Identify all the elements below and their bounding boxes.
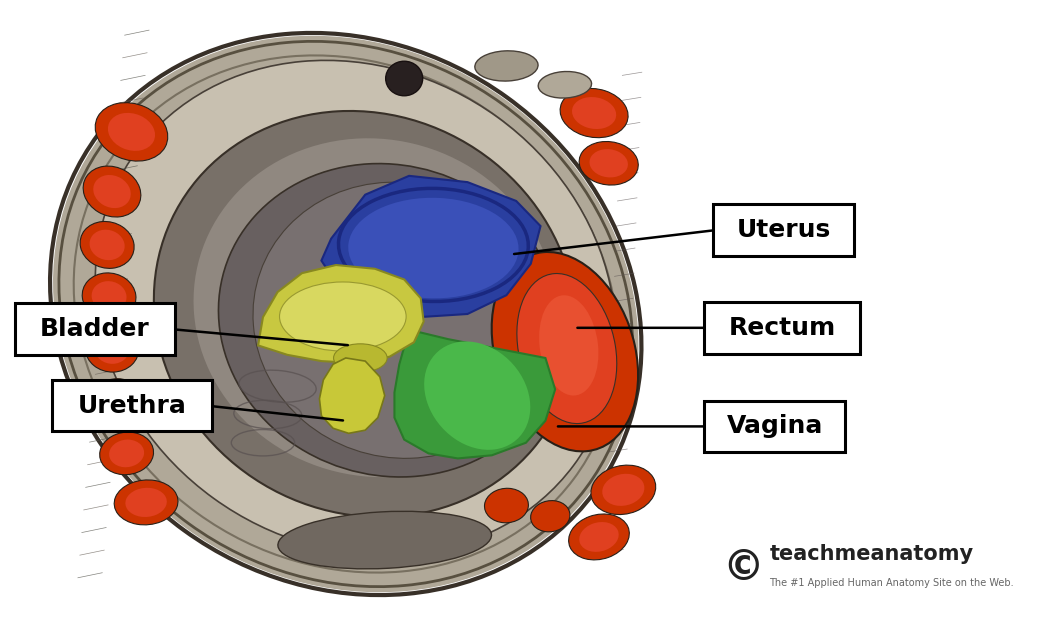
Ellipse shape bbox=[53, 36, 638, 592]
Ellipse shape bbox=[591, 465, 656, 514]
Text: Uterus: Uterus bbox=[737, 218, 831, 242]
Ellipse shape bbox=[95, 60, 616, 555]
Ellipse shape bbox=[386, 62, 422, 95]
Ellipse shape bbox=[218, 163, 561, 477]
Ellipse shape bbox=[348, 198, 519, 298]
Text: Urethra: Urethra bbox=[78, 394, 187, 418]
FancyBboxPatch shape bbox=[51, 380, 213, 431]
Ellipse shape bbox=[95, 102, 168, 161]
Text: teachmeanatomy: teachmeanatomy bbox=[769, 544, 974, 564]
Ellipse shape bbox=[278, 511, 492, 569]
Ellipse shape bbox=[475, 51, 538, 81]
Polygon shape bbox=[258, 265, 423, 363]
Ellipse shape bbox=[572, 97, 616, 129]
Ellipse shape bbox=[108, 113, 155, 151]
Ellipse shape bbox=[484, 489, 528, 522]
Ellipse shape bbox=[589, 149, 628, 178]
Ellipse shape bbox=[82, 273, 136, 320]
Ellipse shape bbox=[83, 166, 140, 217]
Ellipse shape bbox=[539, 72, 591, 98]
Ellipse shape bbox=[89, 230, 125, 260]
Ellipse shape bbox=[539, 295, 598, 396]
Ellipse shape bbox=[530, 501, 570, 532]
Ellipse shape bbox=[154, 111, 576, 517]
Ellipse shape bbox=[569, 514, 629, 560]
Ellipse shape bbox=[91, 281, 127, 311]
Text: ©: © bbox=[722, 548, 764, 589]
Ellipse shape bbox=[580, 522, 618, 552]
FancyBboxPatch shape bbox=[704, 302, 860, 354]
Ellipse shape bbox=[280, 282, 407, 351]
Ellipse shape bbox=[109, 440, 145, 467]
Polygon shape bbox=[322, 176, 541, 317]
Ellipse shape bbox=[100, 432, 153, 475]
Ellipse shape bbox=[333, 344, 387, 372]
FancyBboxPatch shape bbox=[713, 204, 854, 256]
Ellipse shape bbox=[603, 474, 645, 506]
Ellipse shape bbox=[253, 182, 546, 458]
Ellipse shape bbox=[194, 138, 556, 477]
Text: The #1 Applied Human Anatomy Site on the Web.: The #1 Applied Human Anatomy Site on the… bbox=[769, 578, 1014, 588]
FancyBboxPatch shape bbox=[15, 303, 175, 355]
Ellipse shape bbox=[101, 386, 133, 415]
Polygon shape bbox=[394, 330, 555, 458]
Ellipse shape bbox=[80, 222, 134, 268]
Ellipse shape bbox=[560, 89, 628, 138]
Ellipse shape bbox=[580, 141, 638, 185]
Text: Bladder: Bladder bbox=[40, 317, 150, 341]
Ellipse shape bbox=[424, 342, 530, 450]
Text: Rectum: Rectum bbox=[728, 316, 835, 340]
Text: Vagina: Vagina bbox=[726, 414, 823, 438]
Ellipse shape bbox=[492, 252, 638, 452]
Ellipse shape bbox=[94, 333, 129, 364]
Ellipse shape bbox=[114, 480, 178, 525]
Polygon shape bbox=[320, 358, 385, 433]
Ellipse shape bbox=[91, 379, 143, 423]
Ellipse shape bbox=[85, 325, 138, 372]
Ellipse shape bbox=[93, 175, 131, 208]
Ellipse shape bbox=[517, 274, 617, 423]
FancyBboxPatch shape bbox=[704, 401, 846, 452]
Ellipse shape bbox=[126, 488, 167, 517]
Polygon shape bbox=[331, 283, 419, 347]
